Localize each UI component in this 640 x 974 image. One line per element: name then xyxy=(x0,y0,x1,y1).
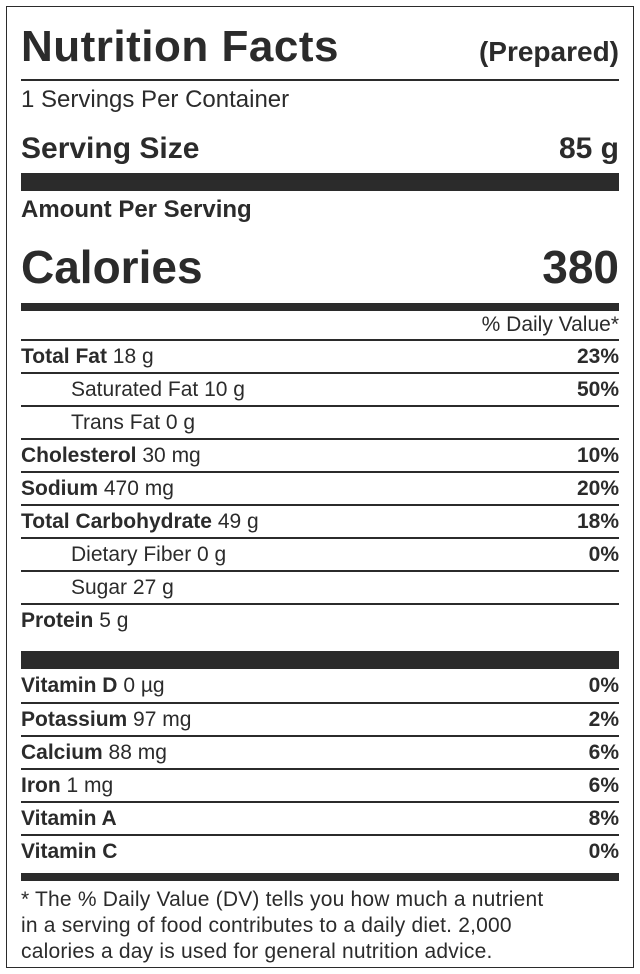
medium-divider xyxy=(21,303,619,311)
nutrient-name: Trans Fat xyxy=(71,410,161,434)
label-content: Nutrition Facts (Prepared) 1 Servings Pe… xyxy=(21,7,619,967)
vitamin-dv: 0% xyxy=(588,673,619,697)
serving-size-value: 85 g xyxy=(558,132,619,165)
calories-value: 380 xyxy=(542,241,619,293)
vitamin-name: Iron xyxy=(21,773,61,797)
divider xyxy=(21,79,619,81)
label-subtitle: (Prepared) xyxy=(478,36,619,67)
nutrient-amount: 27 g xyxy=(132,575,174,599)
vitamin-amount: 1 mg xyxy=(66,773,114,797)
medium-divider xyxy=(21,873,619,881)
nutrient-row-saturated-fat: Saturated Fat 10 g 50% xyxy=(21,372,619,405)
vitamin-dv: 0% xyxy=(588,839,619,863)
vitamin-name: Vitamin D xyxy=(21,673,118,697)
footnote-line: calories a day is used for general nutri… xyxy=(21,940,493,963)
nutrient-name: Cholesterol xyxy=(21,443,137,467)
nutrition-facts-label: Nutrition Facts (Prepared) 1 Servings Pe… xyxy=(6,6,634,968)
nutrient-row-sodium: Sodium 470 mg 20% xyxy=(21,471,619,504)
nutrient-amount: 0 g xyxy=(165,410,196,434)
nutrient-dv: 20% xyxy=(576,476,619,500)
nutrient-dv: 0% xyxy=(588,542,619,566)
nutrient-name: Sodium xyxy=(21,476,98,500)
calories-label: Calories xyxy=(21,241,203,293)
nutrients-table: Total Fat 18 g 23% Saturated Fat 10 g 50… xyxy=(21,339,619,636)
footnote: * The % Daily Value (DV) tells you how m… xyxy=(21,887,619,965)
servings-per-container: 1 Servings Per Container xyxy=(21,86,290,113)
nutrient-row-dietary-fiber: Dietary Fiber 0 g 0% xyxy=(21,537,619,570)
vitamin-name: Potassium xyxy=(21,707,128,731)
vitamin-amount: 97 mg xyxy=(133,707,192,731)
nutrient-amount: 30 mg xyxy=(142,443,201,467)
serving-size-label: Serving Size xyxy=(21,132,200,165)
nutrient-dv: 18% xyxy=(576,509,619,533)
vitamin-row-vitamin-c: Vitamin C 0% xyxy=(21,834,619,867)
amount-per-serving: Amount Per Serving xyxy=(21,196,252,223)
nutrient-row-trans-fat: Trans Fat 0 g xyxy=(21,405,619,438)
vitamin-dv: 6% xyxy=(588,773,619,797)
nutrient-name: Total Fat xyxy=(21,344,107,368)
vitamin-name: Calcium xyxy=(21,740,103,764)
vitamin-row-iron: Iron 1 mg 6% xyxy=(21,768,619,801)
thick-divider xyxy=(21,651,619,669)
nutrient-dv: 23% xyxy=(576,344,619,368)
vitamin-row-potassium: Potassium 97 mg 2% xyxy=(21,702,619,735)
footnote-line: in a serving of food contributes to a da… xyxy=(21,914,512,937)
nutrient-row-sugar: Sugar 27 g xyxy=(21,570,619,603)
vitamin-amount: 0 µg xyxy=(123,673,165,697)
vitamin-name: Vitamin C xyxy=(21,839,118,863)
thick-divider xyxy=(21,173,619,191)
label-title: Nutrition Facts xyxy=(21,22,339,71)
vitamin-row-calcium: Calcium 88 mg 6% xyxy=(21,735,619,768)
nutrient-amount: 5 g xyxy=(99,608,129,632)
serving-size-row: Serving Size 85 g xyxy=(21,129,619,169)
nutrient-name: Protein xyxy=(21,608,94,632)
nutrient-name: Sugar xyxy=(71,575,128,599)
nutrient-dv: 50% xyxy=(576,377,619,401)
nutrient-row-total-fat: Total Fat 18 g 23% xyxy=(21,339,619,372)
nutrient-name: Dietary Fiber xyxy=(71,542,192,566)
nutrient-row-cholesterol: Cholesterol 30 mg 10% xyxy=(21,438,619,471)
nutrient-row-total-carbohydrate: Total Carbohydrate 49 g 18% xyxy=(21,504,619,537)
vitamin-dv: 6% xyxy=(588,740,619,764)
vitamin-row-vitamin-d: Vitamin D 0 µg 0% xyxy=(21,669,619,702)
nutrient-amount: 10 g xyxy=(204,377,245,401)
nutrient-dv: 10% xyxy=(576,443,619,467)
vitamin-amount: 88 mg xyxy=(108,740,167,764)
nutrient-amount: 0 g xyxy=(197,542,227,566)
nutrient-name: Total Carbohydrate xyxy=(21,509,212,533)
nutrient-amount: 18 g xyxy=(112,344,154,368)
vitamin-row-vitamin-a: Vitamin A 8% xyxy=(21,801,619,834)
nutrient-amount: 470 mg xyxy=(103,476,174,500)
daily-value-header: % Daily Value* xyxy=(481,313,619,336)
nutrient-name: Saturated Fat xyxy=(71,377,199,401)
vitamin-dv: 2% xyxy=(588,707,619,731)
footnote-line: * The % Daily Value (DV) tells you how m… xyxy=(21,888,544,911)
vitamin-name: Vitamin A xyxy=(21,806,117,830)
vitamins-table: Vitamin D 0 µg 0% Potassium 97 mg 2% Cal… xyxy=(21,669,619,867)
vitamin-dv: 8% xyxy=(588,806,619,830)
nutrient-row-protein: Protein 5 g xyxy=(21,603,619,636)
title-row: Nutrition Facts (Prepared) xyxy=(21,19,619,75)
nutrient-amount: 49 g xyxy=(217,509,259,533)
calories-row: Calories 380 xyxy=(21,235,619,299)
